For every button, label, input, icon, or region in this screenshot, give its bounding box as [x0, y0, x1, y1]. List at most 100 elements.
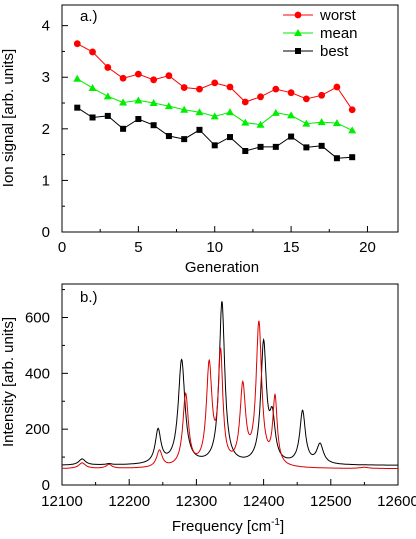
plot-area-b [61, 283, 399, 486]
point-worst [318, 91, 326, 99]
x-tick-label-b: 12400 [243, 493, 285, 510]
legend-label-best: best [320, 43, 349, 60]
point-worst [134, 70, 142, 78]
x-tick-label-a: 20 [359, 239, 376, 256]
legend-marker-mean [294, 29, 302, 36]
point-mean [287, 111, 296, 119]
point-best [196, 126, 203, 133]
point-best [181, 136, 188, 143]
y-tick-label-b: 0 [42, 477, 50, 494]
x-tick-label-a: 10 [206, 239, 223, 256]
series-best [74, 104, 356, 162]
spectrum-line-black [62, 301, 398, 466]
y-tick-label-a: 0 [42, 224, 50, 241]
point-mean [302, 119, 311, 127]
y-axis-a: 0 1 2 3 4 [42, 18, 68, 241]
legend-label-worst: worst [319, 7, 357, 24]
point-best [227, 134, 233, 141]
point-mean [88, 84, 97, 92]
spectrum-line-red [62, 320, 398, 469]
point-mean [210, 112, 219, 120]
point-best [242, 148, 249, 155]
legend-label-mean: mean [320, 25, 358, 42]
series-b [62, 301, 398, 469]
point-best [74, 104, 81, 111]
point-mean [73, 74, 82, 82]
point-mean [195, 108, 204, 116]
y-tick-label-a: 2 [42, 121, 50, 138]
point-worst [150, 76, 158, 84]
x-axis-label-b-main: Frequency [cm [172, 518, 271, 535]
point-best [349, 154, 356, 161]
point-best [288, 133, 295, 140]
point-best [135, 116, 142, 123]
point-mean [256, 120, 265, 128]
point-best [318, 142, 325, 149]
point-mean [119, 98, 128, 106]
x-tick-label-b: 12300 [176, 493, 218, 510]
point-best [89, 114, 96, 121]
point-worst [180, 84, 188, 91]
x-axis-a: 0 5 10 15 20 [58, 226, 376, 256]
point-mean [226, 108, 234, 116]
point-mean [348, 126, 357, 134]
point-worst [211, 79, 219, 87]
point-worst [73, 40, 81, 48]
x-tick-label-b: 12600 [377, 493, 416, 510]
y-axis-label-a: Ion signal [arb. units] [0, 49, 17, 187]
point-best [165, 133, 172, 140]
x-tick-label-a: 5 [134, 239, 142, 256]
point-worst [257, 93, 264, 101]
point-mean [317, 118, 326, 126]
point-worst [287, 89, 295, 97]
point-worst [196, 85, 203, 93]
legend-marker-best [295, 48, 301, 54]
point-mean [103, 92, 112, 100]
point-worst [165, 72, 173, 80]
x-tick-label-a: 0 [58, 239, 66, 256]
point-worst [89, 48, 96, 56]
x-tick-label-b: 12500 [310, 493, 352, 510]
y-tick-label-a: 3 [42, 69, 50, 86]
x-tick-label-a: 15 [283, 239, 300, 256]
point-best [257, 143, 264, 150]
point-worst [348, 106, 356, 114]
point-best [272, 143, 279, 150]
point-mean [241, 118, 250, 126]
y-tick-label-b: 600 [25, 310, 50, 327]
point-mean [149, 99, 158, 107]
panel-label-b: b.) [80, 289, 98, 306]
point-mean [164, 102, 173, 110]
point-best [303, 144, 310, 151]
series-a [73, 40, 357, 162]
point-worst [333, 83, 341, 91]
point-best [333, 155, 340, 162]
x-axis-label-b: Frequency [cm-1] [172, 517, 284, 535]
y-tick-label-b: 400 [25, 365, 50, 382]
point-best [211, 142, 218, 149]
y-tick-label-b: 200 [25, 421, 50, 438]
point-best [104, 112, 111, 119]
series-worst [73, 40, 356, 114]
point-worst [241, 98, 249, 106]
point-worst [226, 83, 234, 91]
x-axis-label-a: Generation [185, 259, 259, 276]
y-axis-label-b: Intensity [arb. units] [0, 317, 17, 447]
point-best [150, 122, 157, 129]
point-mean [180, 105, 189, 113]
point-worst [104, 64, 112, 71]
x-axis-b: 12100 12200 12300 12400 12500 12600 [41, 479, 416, 510]
point-worst [302, 95, 310, 103]
y-tick-label-a: 1 [42, 172, 50, 189]
x-tick-label-b: 12200 [108, 493, 150, 510]
panel-b: 0 200 400 600 12100 12200 12300 12400 12500 1260… [0, 283, 416, 535]
y-tick-label-a: 4 [42, 18, 50, 35]
plot-area-a [61, 4, 399, 233]
point-worst [119, 74, 127, 82]
x-tick-label-b: 12100 [41, 493, 83, 510]
y-axis-b: 0 200 400 600 [25, 289, 68, 494]
point-mean [134, 96, 143, 104]
point-mean [332, 119, 341, 127]
